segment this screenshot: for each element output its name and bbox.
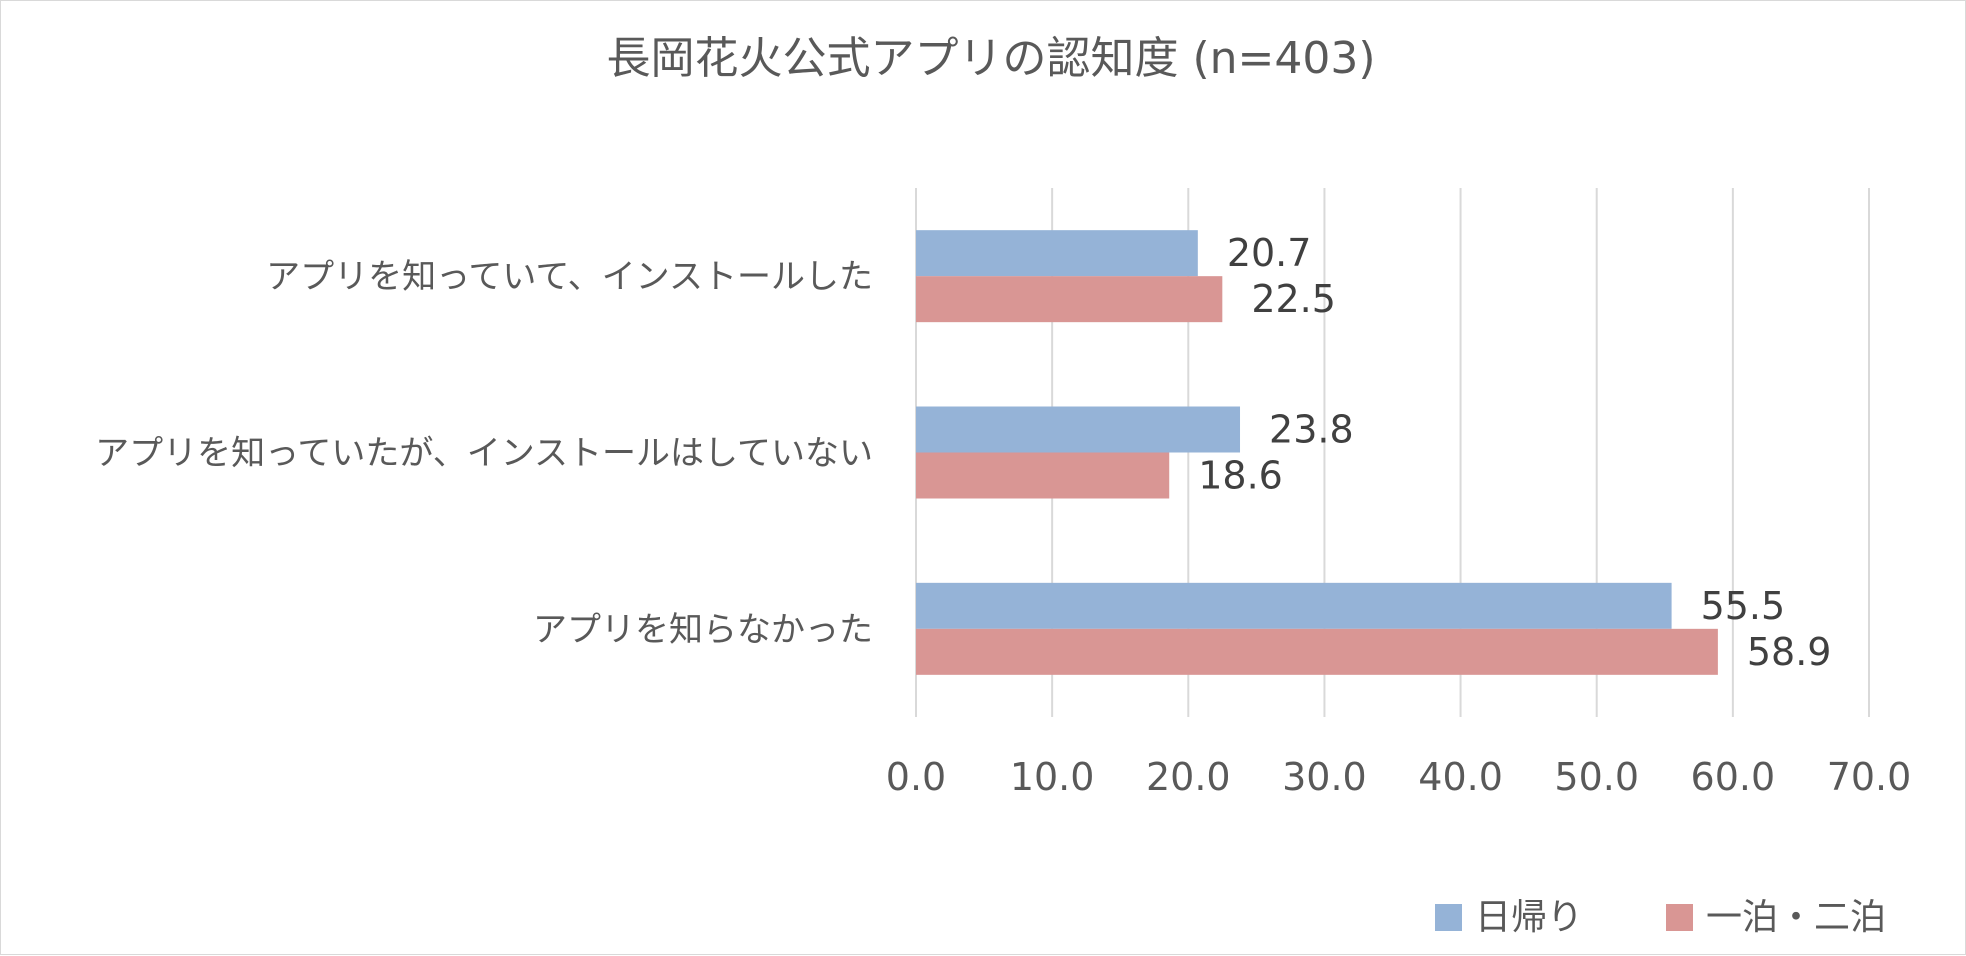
bar [916, 452, 1170, 499]
x-tick-label: 30.0 [1282, 755, 1367, 799]
bars [916, 230, 1718, 675]
x-tick-label: 50.0 [1554, 755, 1639, 799]
legend-label: 一泊・二泊 [1706, 897, 1886, 938]
bar [916, 230, 1198, 277]
x-tick-label: 60.0 [1691, 755, 1776, 799]
x-tick-label: 40.0 [1418, 755, 1503, 799]
data-label: 22.5 [1251, 277, 1336, 321]
x-axis-tick-labels: 0.0 10.0 20.0 30.0 40.0 50.0 60.0 70.0 [886, 755, 1912, 799]
x-tick-label: 20.0 [1146, 755, 1231, 799]
bar [916, 406, 1241, 453]
x-tick-label: 10.0 [1010, 755, 1095, 799]
data-label: 23.8 [1269, 408, 1354, 452]
category-label: アプリを知らなかった [533, 610, 873, 650]
data-label: 58.9 [1747, 630, 1832, 674]
legend-swatch [1666, 904, 1693, 931]
category-label: アプリを知っていて、インストールした [266, 257, 873, 297]
data-labels: 20.722.5 23.818.6 55.558.9 [1198, 231, 1831, 674]
bar [916, 276, 1223, 323]
chart-title: 長岡花火公式アプリの認知度 (n=403) [606, 33, 1375, 84]
legend-label: 日帰り [1475, 897, 1583, 938]
legend-swatch [1435, 904, 1462, 931]
data-label: 18.6 [1198, 454, 1283, 498]
data-label: 55.5 [1701, 584, 1786, 628]
bar [916, 628, 1718, 675]
bar [916, 582, 1672, 629]
category-label: アプリを知っていたが、インストールはしていない [95, 434, 873, 474]
legend: 日帰り 一泊・二泊 [1435, 897, 1886, 938]
x-tick-label: 0.0 [886, 755, 946, 799]
category-labels: アプリを知っていて、インストールしたアプリを知っていたが、インストールはしていな… [95, 257, 873, 650]
data-label: 20.7 [1227, 231, 1312, 275]
x-tick-label: 70.0 [1827, 755, 1912, 799]
